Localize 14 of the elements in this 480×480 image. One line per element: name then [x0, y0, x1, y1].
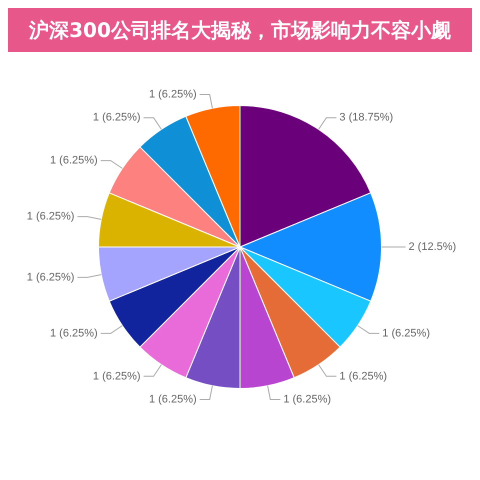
data-label: 3 (18.75%)	[339, 112, 394, 124]
data-label: 1 (6.25%)	[148, 88, 197, 101]
data-label: 1 (6.25%)	[148, 394, 197, 406]
data-label: 1 (6.25%)	[26, 210, 74, 223]
data-label: 1 (6.25%)	[50, 327, 98, 340]
data-label: 1 (6.25%)	[50, 154, 98, 167]
data-label: 1 (6.25%)	[26, 271, 74, 284]
data-label: 1 (6.25%)	[92, 112, 141, 124]
data-label: 1 (6.25%)	[283, 394, 332, 406]
data-label: 2 (12.5%)	[408, 241, 456, 254]
data-label: 1 (6.25%)	[339, 370, 388, 382]
data-label: 1 (6.25%)	[382, 327, 430, 340]
chart-title: 沪深300公司排名大揭秘，市场影响力不容小觑	[8, 8, 472, 52]
data-label: 1 (6.25%)	[92, 370, 141, 382]
